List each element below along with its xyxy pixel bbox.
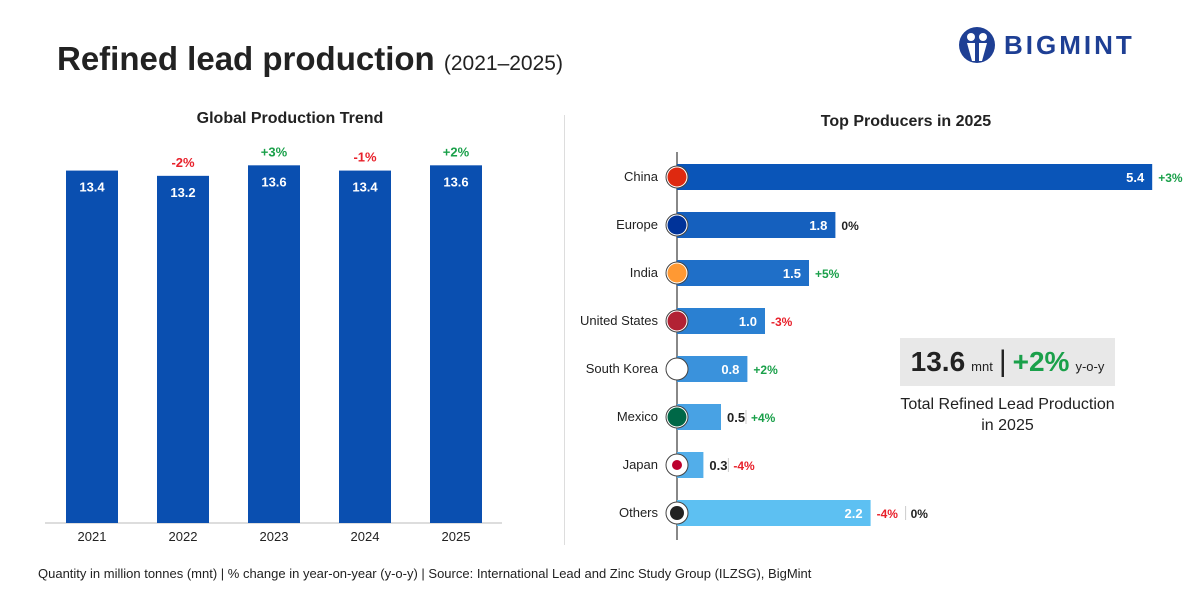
category-label: Others [619,505,659,520]
bar-2024 [339,170,391,523]
kpi-caption-line1: Total Refined Lead Production [900,396,1115,413]
change-label: +2% [753,363,778,377]
category-label: Europe [616,217,658,232]
title-range: (2021–2025) [443,52,563,75]
bar-europe [677,212,836,238]
logo-text: BIGMINT [1004,29,1135,60]
us-flag-icon-fill [667,311,687,331]
bar-china [677,164,1153,190]
bar-2021 [66,170,118,523]
change-label: -2% [171,155,195,170]
change-label: +4% [751,411,776,425]
category-label: India [630,265,659,280]
change-label: 0% [841,219,859,233]
left-chart-title: Global Production Trend [196,110,384,127]
category-label: United States [580,313,659,328]
mexico-flag-icon-fill [667,407,687,427]
bar-others [677,500,871,526]
change-label: +3% [261,144,288,159]
change-label: +3% [1158,171,1183,185]
x-tick-label: 2024 [351,529,380,544]
change-label: -3% [771,315,793,329]
kpi-change-unit: y-o-y [1075,358,1105,374]
x-tick-label: 2022 [169,529,198,544]
bigmint-logo: BIGMINT [958,26,1135,64]
bar-south-korea [677,356,748,382]
japan-flag-dot [672,460,682,470]
bar-label: 13.2 [170,185,195,200]
bar-value-label: 1.5 [783,266,801,281]
bar-2022 [157,175,209,523]
bar-label: 13.4 [352,180,378,195]
china-flag-icon-fill [667,167,687,187]
india-flag-icon-fill [667,263,687,283]
bar-value-label: 1.8 [809,218,827,233]
bar-united-states [677,308,765,334]
footer-note: Quantity in million tonnes (mnt) | % cha… [38,566,812,581]
change-label: +2% [443,144,470,159]
category-label: Japan [623,457,658,472]
bar-value-label: 1.0 [739,314,757,329]
extra-change-label: 0% [911,507,929,521]
kpi-separator: | [998,345,1007,378]
globe-land [670,506,684,520]
bar-2025 [430,165,482,523]
change-label: -1% [353,150,377,165]
kpi-caption-line2: in 2025 [981,417,1034,434]
x-tick-label: 2023 [260,529,289,544]
bar-value-label: 0.8 [721,362,739,377]
bar-value-label: 5.4 [1126,170,1145,185]
category-label: Mexico [617,409,658,424]
right-chart-title: Top Producers in 2025 [820,113,992,130]
change-label: +5% [815,267,840,281]
change-label: -4% [733,459,755,473]
kpi-value: 13.6 [910,346,966,377]
kpi-change: +2% [1012,346,1070,377]
category-label: China [624,169,659,184]
category-label: South Korea [586,361,659,376]
eu-flag-icon-fill [667,215,687,235]
page-title: Refined lead production (2021–2025) [57,40,563,77]
divider [564,115,565,545]
kpi-box: 13.6 mnt | +2% y-o-y [900,338,1115,386]
bar-value-label: 0.3 [709,458,727,473]
south-korea-flag-icon-fill [667,359,687,379]
bar-value-label: 0.5 [727,410,745,425]
bar-india [677,260,809,286]
x-tick-label: 2025 [442,529,471,544]
bar-2023 [248,165,300,523]
kpi-unit: mnt [971,358,993,374]
bar-label: 13.4 [79,180,105,195]
x-tick-label: 2021 [78,529,107,544]
bigmint-logo-icon [959,27,995,63]
bar-value-label: 2.2 [845,506,863,521]
bar-label: 13.6 [261,174,286,189]
bar-label: 13.6 [443,174,468,189]
kpi-caption: Total Refined Lead Production in 2025 [880,394,1135,436]
change-label: -4% [877,507,899,521]
